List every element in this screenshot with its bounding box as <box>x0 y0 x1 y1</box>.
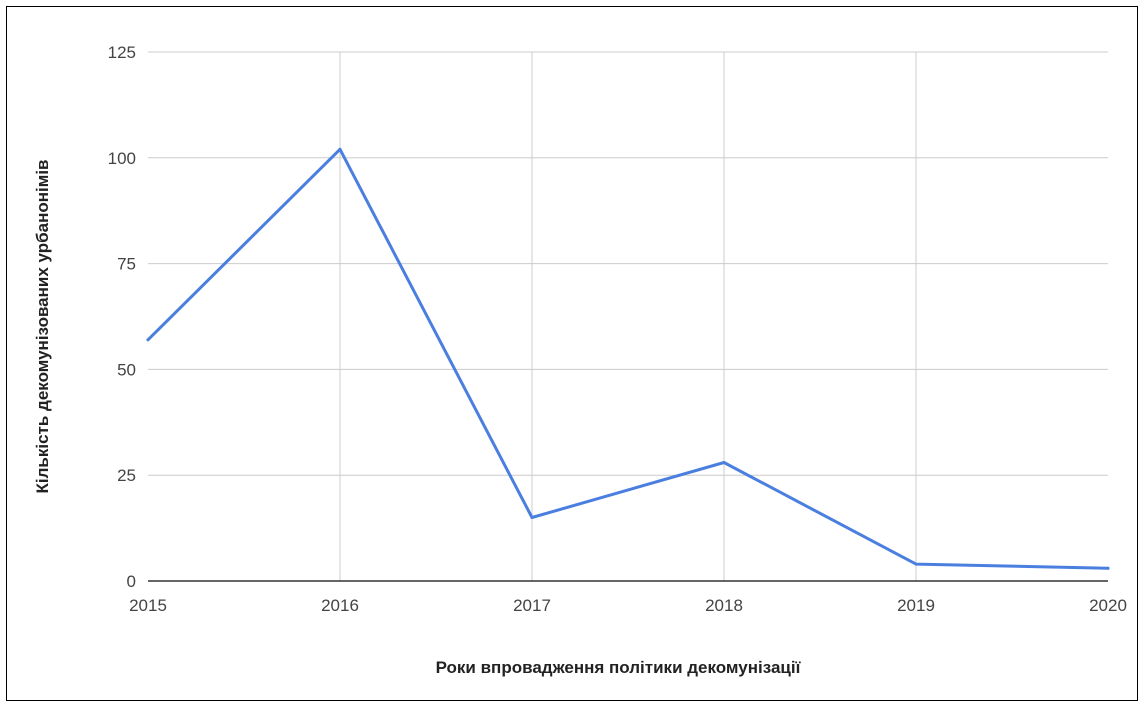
x-tick-label: 2018 <box>705 596 743 615</box>
gridlines <box>148 51 1108 582</box>
chart-frame: 0 25 50 75 100 125 2015 2016 2017 2018 2019 2020 Ро… <box>6 6 1138 701</box>
data-point <box>530 516 534 520</box>
x-tick-label: 2019 <box>897 596 935 615</box>
x-tick-label: 2015 <box>129 596 167 615</box>
x-tick-label: 2016 <box>321 596 359 615</box>
y-tick-label: 50 <box>117 360 136 379</box>
x-axis-title: Роки впровадження політики декомунізації <box>436 658 802 677</box>
y-tick-label: 25 <box>117 466 136 485</box>
x-tick-label: 2020 <box>1089 596 1127 615</box>
tick-labels: 0 25 50 75 100 125 2015 2016 2017 2018 2019 2020 <box>108 43 1127 615</box>
x-tick-label: 2017 <box>513 596 551 615</box>
series-layer <box>146 147 1110 570</box>
data-point <box>914 562 918 566</box>
y-tick-label: 75 <box>117 255 136 274</box>
data-point <box>338 147 342 151</box>
data-point <box>1106 566 1110 570</box>
y-axis-title: Кількість декомунізованих урбанонімів <box>33 160 52 494</box>
line-chart: 0 25 50 75 100 125 2015 2016 2017 2018 2019 2020 Ро… <box>33 43 1127 677</box>
y-tick-label: 100 <box>108 149 136 168</box>
y-tick-label: 125 <box>108 43 136 62</box>
data-point <box>146 338 150 342</box>
data-point <box>722 461 726 465</box>
series-line <box>146 147 1110 570</box>
y-tick-label: 0 <box>127 572 136 591</box>
